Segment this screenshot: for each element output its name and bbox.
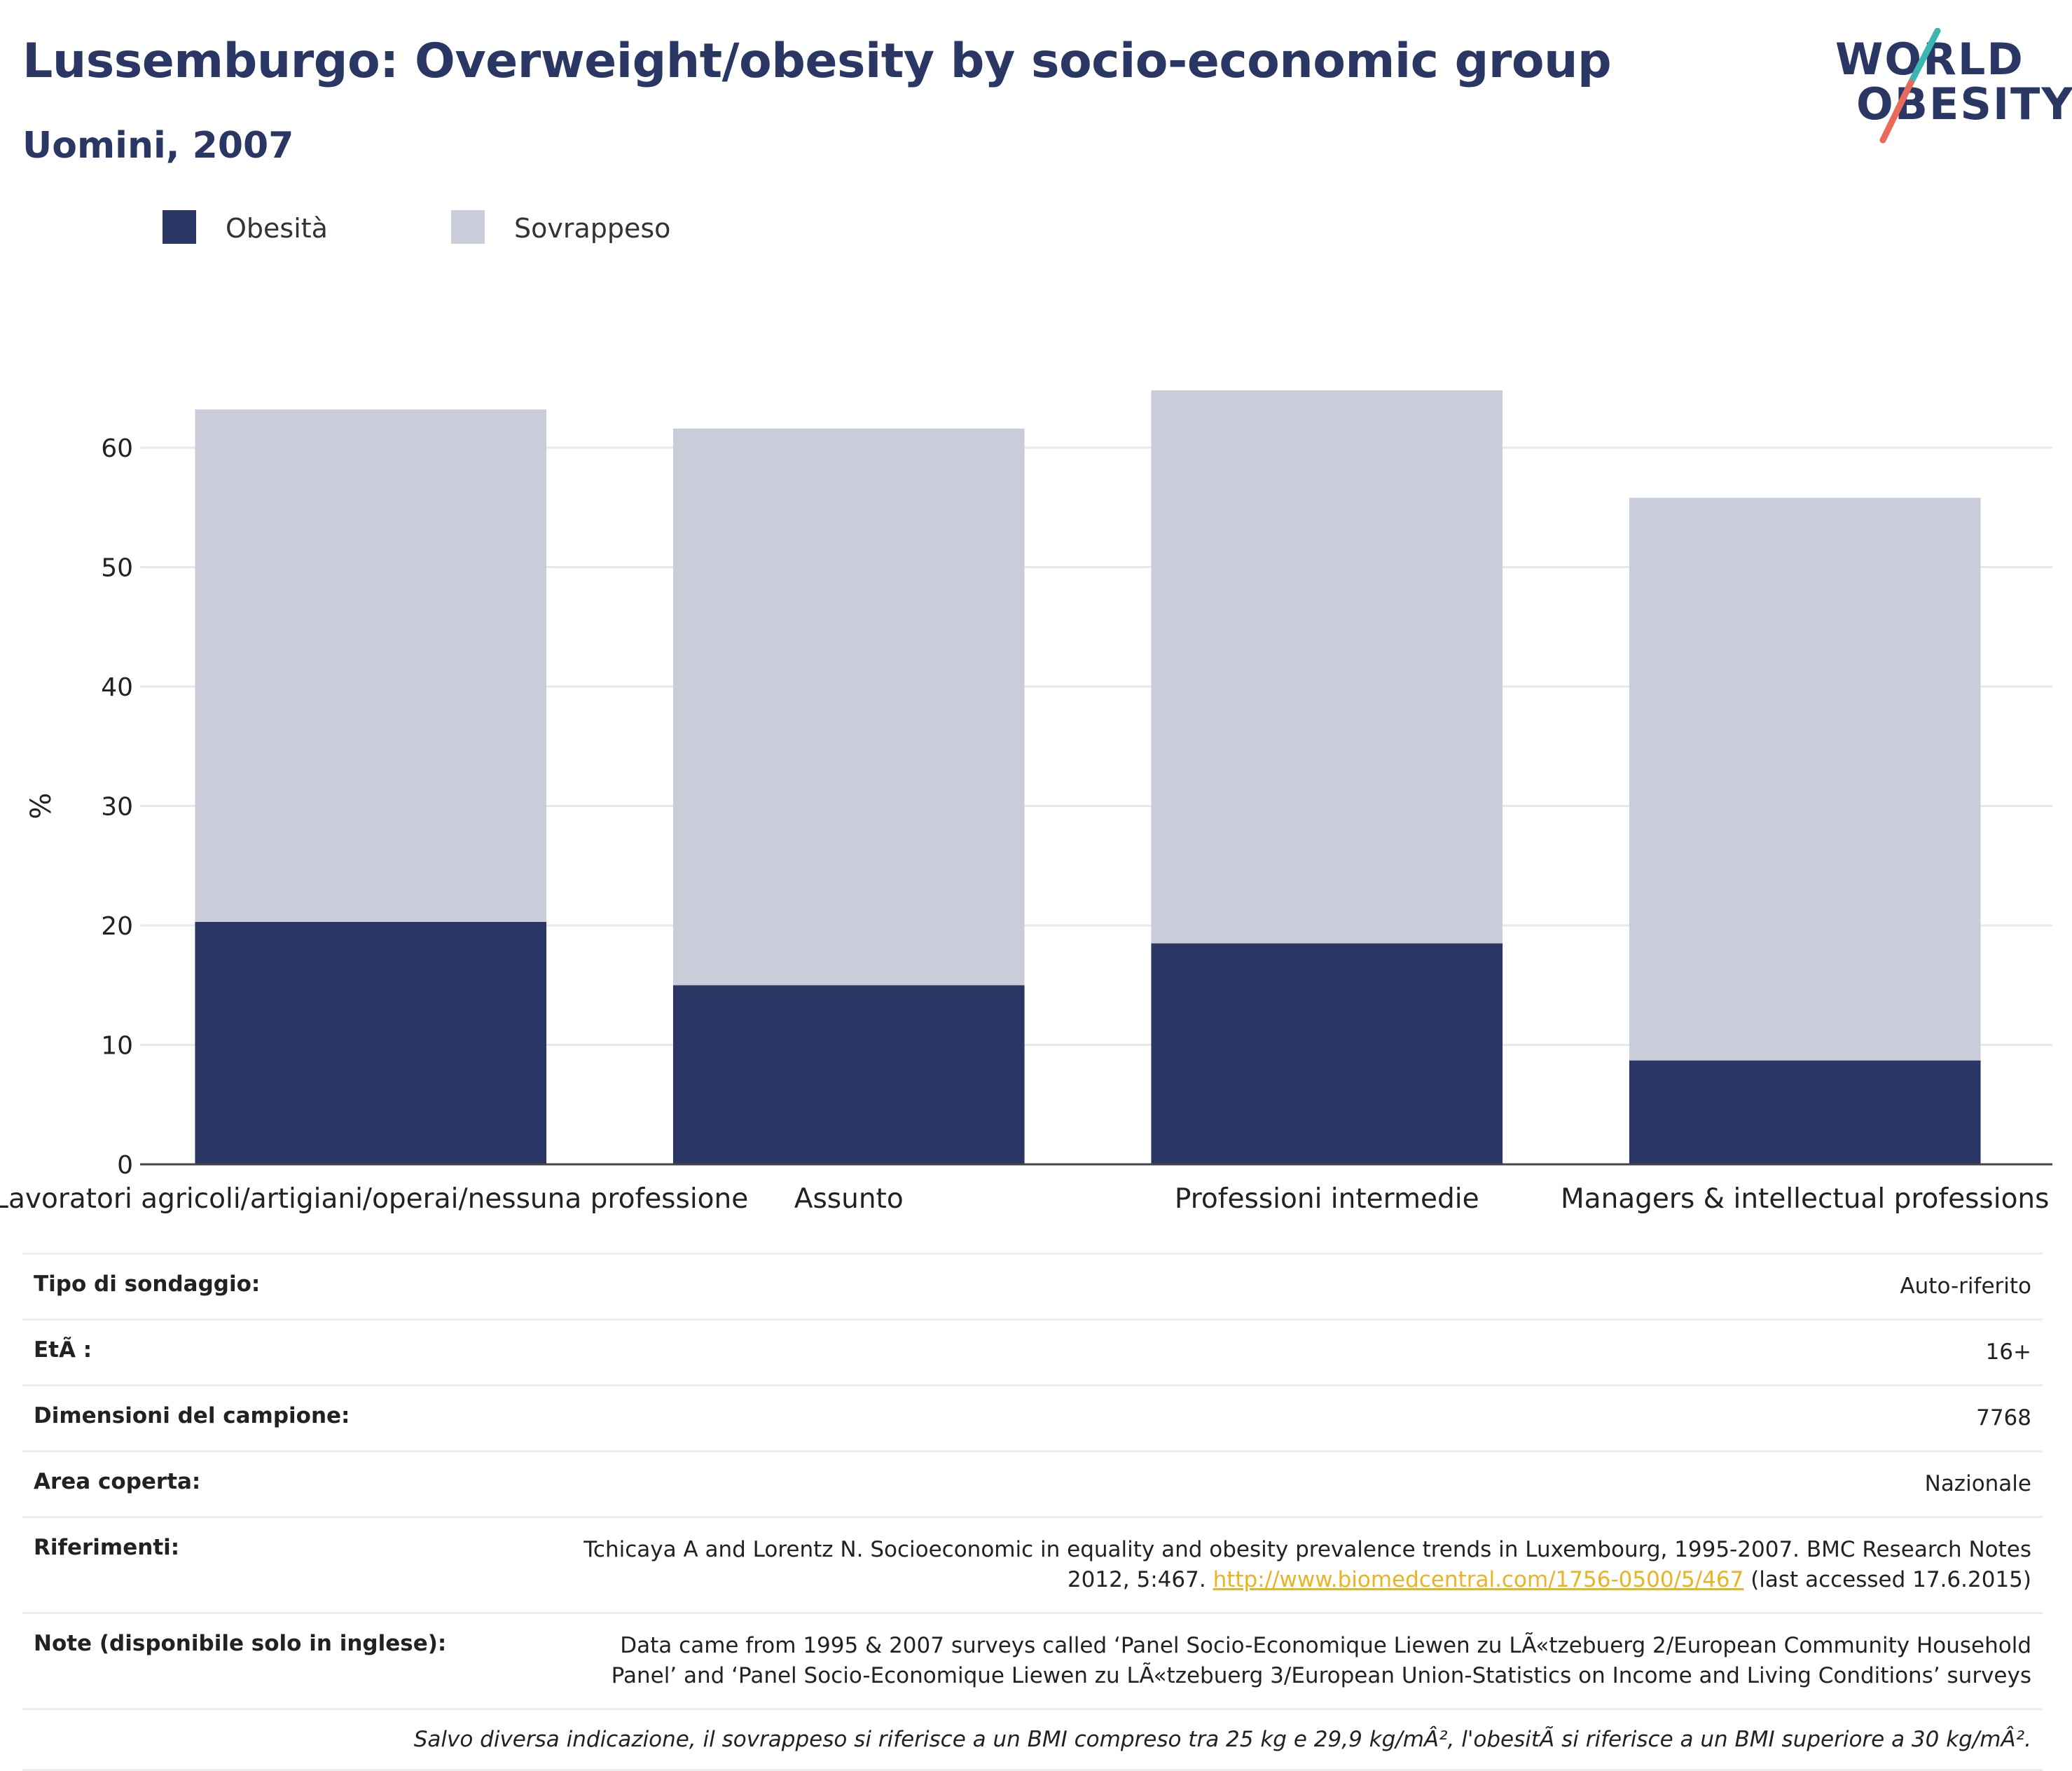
legend-swatch-obesity xyxy=(163,210,196,244)
info-value: 7768 xyxy=(1976,1405,2031,1431)
x-category-label: Professioni intermedie xyxy=(1175,1183,1479,1215)
x-category-label: Managers & intellectual professions xyxy=(1561,1183,2049,1215)
bar-obesity xyxy=(1629,1060,1981,1164)
info-label: Dimensioni del campione: xyxy=(34,1403,350,1428)
y-tick-label: 60 xyxy=(101,434,133,463)
info-row-sample-size: Dimensioni del campione: 7768 xyxy=(22,1384,2043,1450)
info-row-references: Riferimenti: Tchicaya A and Lorentz N. S… xyxy=(22,1516,2043,1612)
logo-slash-icon xyxy=(1879,28,1941,144)
y-axis-title: % xyxy=(25,792,57,819)
y-tick-label: 30 xyxy=(101,793,133,822)
info-value: Data came from 1995 & 2007 surveys calle… xyxy=(611,1633,2031,1688)
legend-swatch-overweight xyxy=(451,210,485,244)
bar-overweight xyxy=(1629,497,1981,1061)
world-obesity-logo[interactable]: WORLD OBESITY xyxy=(1821,28,2072,154)
survey-info-table: Tipo di sondaggio: Auto-riferito EtÃ : 1… xyxy=(22,1253,2043,1771)
y-tick-label: 40 xyxy=(101,673,133,702)
chart-subtitle: Uomini, 2007 xyxy=(22,125,294,167)
bar-obesity xyxy=(1151,943,1503,1164)
info-row-survey-type: Tipo di sondaggio: Auto-riferito xyxy=(22,1253,2043,1318)
y-tick-label: 10 xyxy=(101,1032,133,1061)
info-label: Riferimenti: xyxy=(34,1535,180,1560)
info-value: Tchicaya A and Lorentz N. Socioeconomic … xyxy=(566,1535,2031,1595)
info-row-age: EtÃ : 16+ xyxy=(22,1318,2043,1384)
reference-text: Tchicaya A and Lorentz N. Socioeconomic … xyxy=(583,1537,2031,1592)
info-label: EtÃ : xyxy=(34,1337,92,1363)
info-label: Note (disponibile solo in inglese): xyxy=(34,1631,447,1656)
info-label: Area coperta: xyxy=(34,1469,201,1494)
chart-title: Lussemburgo: Overweight/obesity by socio… xyxy=(22,34,1612,89)
info-row-notes: Note (disponibile solo in inglese): Data… xyxy=(22,1612,2043,1708)
reference-accessed: (last accessed 17.6.2015) xyxy=(1750,1567,2031,1592)
info-value: 16+ xyxy=(1985,1339,2031,1365)
bar-overweight xyxy=(1151,390,1503,944)
info-label: Tipo di sondaggio: xyxy=(34,1272,261,1297)
bar-overweight xyxy=(672,428,1025,986)
info-value: Auto-riferito xyxy=(1900,1274,2031,1299)
info-row-area: Area coperta: Nazionale xyxy=(22,1450,2043,1516)
bar-chart: 0 10 20 30 40 50 60% Lavoratori agricoli/artigi… xyxy=(0,390,2052,1215)
y-tick-label: 0 xyxy=(117,1151,133,1180)
legend-label-obesity: Obesità xyxy=(226,213,328,244)
y-tick-label: 50 xyxy=(101,554,133,583)
y-tick-label: 20 xyxy=(101,912,133,941)
info-value: Nazionale xyxy=(1924,1471,2031,1496)
bar-obesity xyxy=(195,921,547,1164)
footnote: Salvo diversa indicazione, il sovrappeso… xyxy=(22,1708,2043,1771)
legend-label-overweight: Sovrappeso xyxy=(514,213,671,244)
bar-overweight xyxy=(195,409,547,922)
reference-link[interactable]: http://www.biomedcentral.com/1756-0500/5… xyxy=(1213,1567,1744,1592)
bar-obesity xyxy=(672,985,1025,1164)
x-category-label: Lavoratori agricoli/artigiani/operai/nes… xyxy=(0,1183,748,1215)
x-category-label: Assunto xyxy=(794,1183,904,1215)
